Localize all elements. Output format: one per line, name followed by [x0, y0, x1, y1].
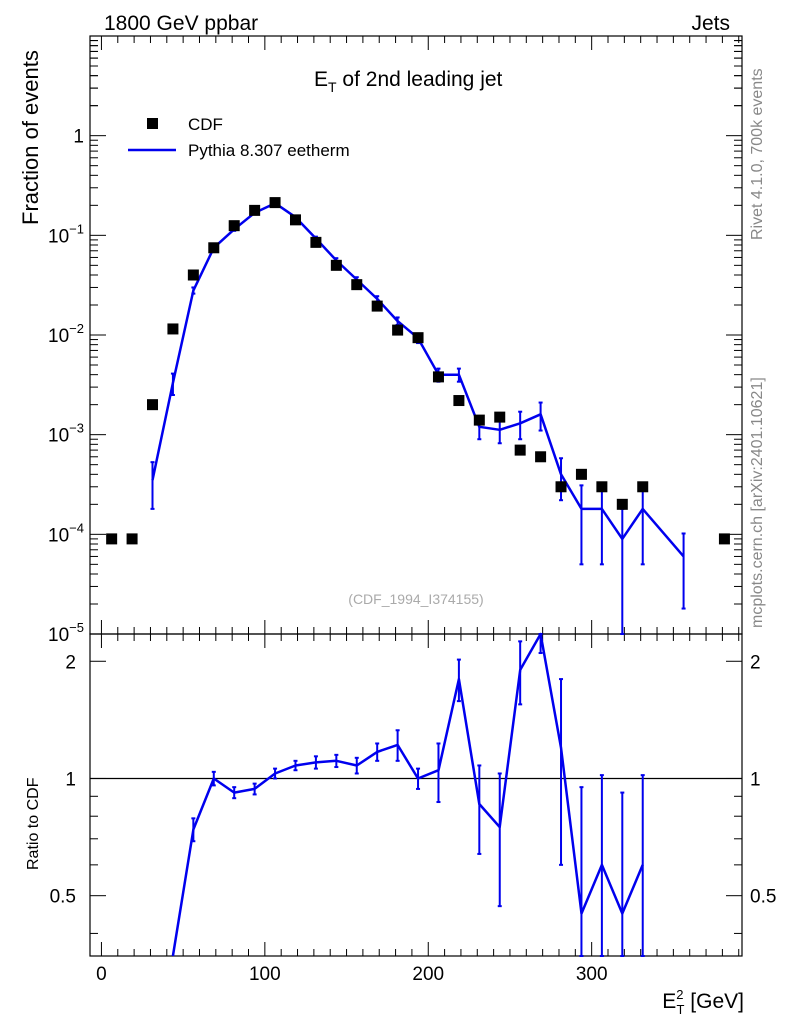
- x-tick-label: 0: [96, 964, 107, 985]
- data-point: [289, 214, 301, 226]
- x-tick-label: 200: [412, 964, 444, 985]
- data-point: [351, 279, 363, 291]
- ratio-line: [171, 632, 644, 957]
- data-point: [249, 204, 261, 216]
- data-point: [228, 220, 240, 232]
- legend: CDF Pythia 8.307 eetherm: [128, 115, 350, 160]
- y-axis-label: Fraction of events: [18, 50, 43, 225]
- plot-title: ET of 2nd leading jet: [314, 68, 503, 95]
- data-point: [208, 242, 220, 254]
- analysis-watermark: (CDF_1994_I374155): [348, 591, 483, 607]
- data-point: [330, 259, 342, 271]
- mc-line: [151, 201, 685, 558]
- ratio-panel-frame: [89, 633, 743, 957]
- data-point: [473, 414, 485, 426]
- y-tick-label: 10−4: [48, 520, 84, 546]
- data-point: [555, 481, 567, 493]
- header-category: Jets: [691, 12, 730, 35]
- ratio-tick-label-left: 0.5: [50, 887, 76, 908]
- legend-label-mc: Pythia 8.307 eetherm: [188, 141, 350, 160]
- data-point: [310, 236, 322, 248]
- data-point: [432, 371, 444, 383]
- data-point: [514, 444, 526, 456]
- data-point: [147, 399, 159, 411]
- ratio-tick-label-right: 2: [750, 652, 761, 673]
- data-point: [575, 468, 587, 480]
- data-point: [167, 323, 179, 335]
- y-tick-label: 1: [73, 127, 84, 148]
- data-point: [371, 300, 383, 312]
- data-point: [596, 481, 608, 493]
- y-tick-label: 10−2: [48, 321, 84, 347]
- y-tick-label: 10−3: [48, 421, 84, 447]
- data-point: [392, 324, 404, 336]
- data-point: [535, 451, 547, 463]
- ratio-tick-label-right: 0.5: [750, 887, 776, 908]
- ratio-panel-axes: 0 100 200 300 0.5 0.5 1 1 2 2: [50, 633, 776, 985]
- y-tick-label: 10−5: [48, 620, 84, 646]
- ratio-series: [171, 632, 645, 957]
- side-label-rivet: Rivet 4.1.0, 700k events: [749, 68, 766, 240]
- data-point: [106, 533, 118, 545]
- ratio-tick-label-right: 1: [750, 769, 761, 790]
- data-point: [494, 411, 506, 423]
- x-tick-label: 100: [249, 964, 281, 985]
- header-process: 1800 GeV ppbar: [104, 12, 258, 35]
- side-label-mcplots: mcplots.cern.ch [arXiv:2401.10621]: [749, 377, 766, 628]
- data-point: [126, 533, 138, 545]
- data-point: [637, 481, 649, 493]
- data-point: [412, 332, 424, 344]
- y-tick-label: 10−1: [48, 221, 84, 247]
- x-axis-label: E2 T [GeV]: [662, 987, 744, 1017]
- data-point: [269, 197, 281, 209]
- data-point: [616, 498, 628, 510]
- legend-label-data: CDF: [188, 115, 223, 134]
- data-point: [718, 533, 730, 545]
- data-point: [187, 269, 199, 281]
- ratio-tick-label-left: 2: [65, 652, 76, 673]
- ratio-tick-label-left: 1: [65, 769, 76, 790]
- data-point: [453, 395, 465, 407]
- data-series: [106, 197, 730, 545]
- x-tick-label: 300: [576, 964, 608, 985]
- mc-series: [150, 200, 686, 635]
- legend-marker-data: [147, 118, 158, 129]
- ratio-y-axis-label: Ratio to CDF: [25, 777, 42, 870]
